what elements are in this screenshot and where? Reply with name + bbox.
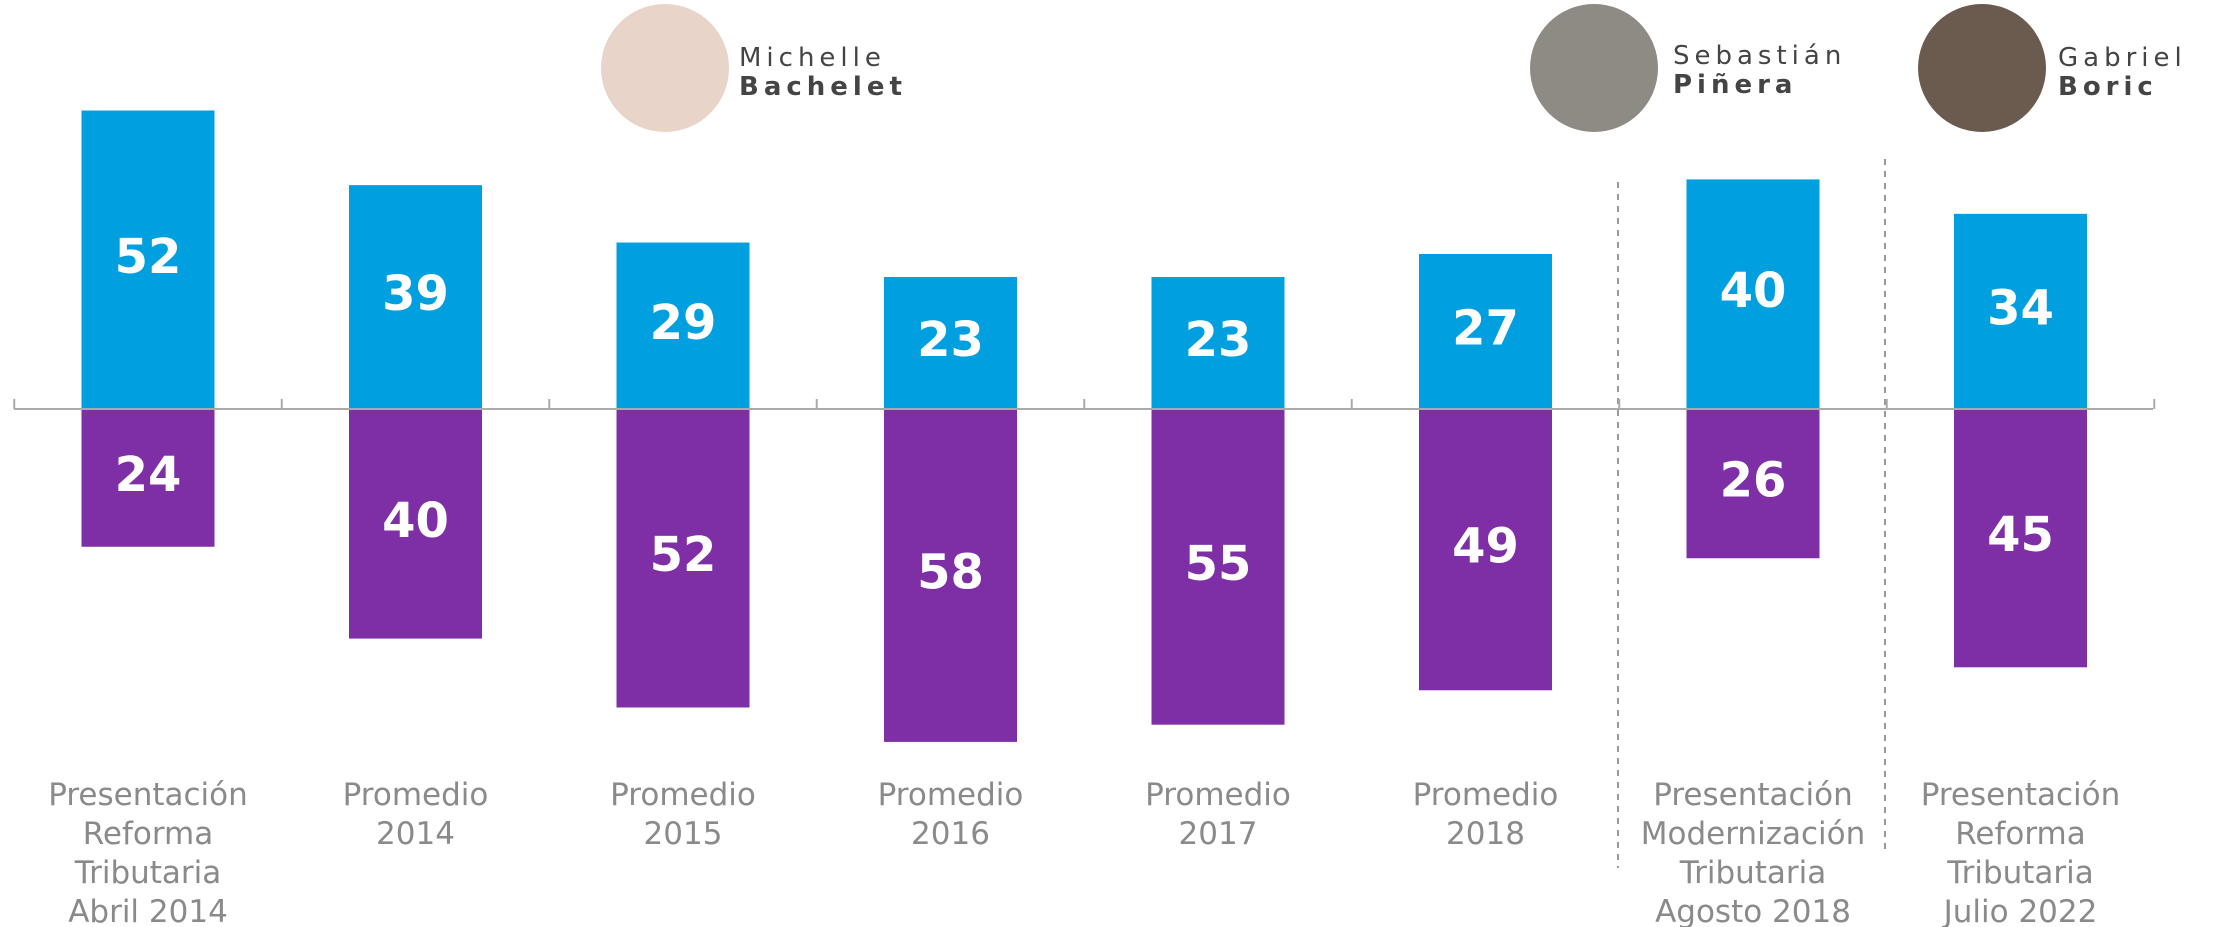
x-tick-label: Promedio — [343, 777, 489, 813]
x-tick-label: Agosto 2018 — [1655, 894, 1851, 927]
bar — [1686, 409, 1820, 559]
x-tick-label: Tributaria — [1946, 855, 2094, 891]
photo — [1530, 4, 1658, 132]
value-label: 58 — [917, 544, 984, 600]
bar — [1419, 254, 1552, 409]
value-label: 52 — [115, 229, 182, 285]
value-label: 29 — [650, 295, 717, 351]
value-label: 55 — [1185, 536, 1252, 592]
value-label: 34 — [1987, 280, 2054, 336]
president-first: Sebastián — [1673, 41, 1846, 71]
x-tick-label: Promedio — [610, 777, 756, 813]
value-label: 40 — [1720, 263, 1787, 319]
bar — [1954, 213, 2087, 409]
x-tick-label: Presentación — [1921, 777, 2121, 813]
x-tick-label: 2014 — [376, 816, 455, 852]
x-tick-label: Tributaria — [1679, 855, 1827, 891]
bar — [616, 409, 750, 708]
president-last: Boric — [2058, 72, 2158, 102]
x-tick-label: Reforma — [1955, 816, 2086, 852]
x-tick-label: Presentación — [48, 777, 248, 813]
value-label: 23 — [1185, 312, 1252, 368]
x-tick-label: Julio 2022 — [1942, 894, 2098, 927]
value-label: 39 — [382, 266, 449, 322]
value-label: 52 — [650, 527, 717, 583]
bar — [81, 409, 215, 547]
president-last: Piñera — [1673, 70, 1797, 100]
x-tick-label: Promedio — [1145, 777, 1291, 813]
bar — [616, 242, 750, 409]
x-tick-label: 2018 — [1446, 816, 1525, 852]
photo — [601, 4, 729, 132]
value-label: 23 — [917, 312, 984, 368]
value-label: 24 — [115, 447, 182, 503]
bar — [81, 110, 215, 410]
bar — [1419, 409, 1552, 691]
bar — [1151, 409, 1285, 725]
president-last: Bachelet — [739, 72, 907, 102]
x-tick-label: Abril 2014 — [68, 894, 228, 927]
x-tick-label: Modernización — [1641, 816, 1865, 852]
x-tick-label: 2016 — [911, 816, 990, 852]
x-tick-label: Tributaria — [74, 855, 222, 891]
bar — [1954, 409, 2087, 668]
bar — [349, 185, 482, 409]
bar — [1151, 276, 1285, 409]
bar — [884, 409, 1017, 742]
value-label: 49 — [1452, 519, 1519, 575]
x-tick-label: Promedio — [878, 777, 1024, 813]
value-label: 26 — [1720, 453, 1787, 509]
bar — [884, 276, 1017, 409]
x-tick-label: Presentación — [1653, 777, 1853, 813]
value-label: 27 — [1452, 301, 1519, 357]
bar — [349, 409, 482, 639]
x-tick-label: 2017 — [1179, 816, 1258, 852]
x-tick-label: Promedio — [1413, 777, 1559, 813]
photo — [1918, 4, 2046, 132]
x-tick-label: Reforma — [83, 816, 214, 852]
bar — [1686, 179, 1820, 409]
value-label: 45 — [1987, 507, 2054, 563]
president-first: Michelle — [739, 43, 886, 73]
x-tick-label: 2015 — [644, 816, 723, 852]
president-first: Gabriel — [2058, 43, 2187, 73]
value-label: 40 — [382, 493, 449, 549]
